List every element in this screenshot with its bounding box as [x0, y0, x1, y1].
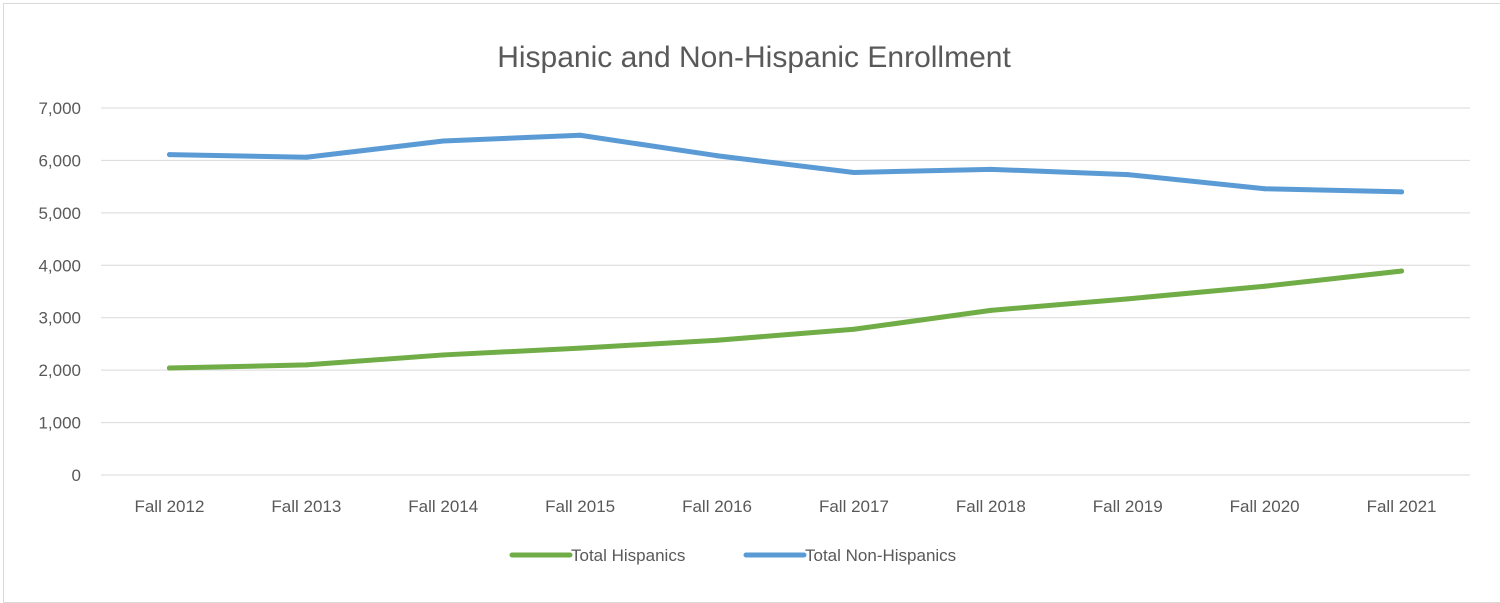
data-point	[851, 326, 857, 332]
y-tick-label: 0	[72, 466, 81, 485]
x-tick-label: Fall 2012	[134, 497, 204, 516]
data-point	[714, 153, 720, 159]
y-tick-label: 2,000	[38, 361, 81, 380]
legend-item: Total Non-Hispanics	[743, 546, 956, 565]
data-point	[714, 337, 720, 343]
series-line-non-hispanics	[166, 132, 1405, 195]
chart-frame: Hispanic and Non-Hispanic Enrollment 0 1,…	[3, 3, 1500, 603]
data-point	[1125, 296, 1131, 302]
data-point	[303, 362, 309, 368]
data-point	[577, 345, 583, 351]
x-tick-label: Fall 2016	[682, 497, 752, 516]
x-tick-label: Fall 2013	[271, 497, 341, 516]
data-point	[440, 138, 446, 144]
series-line-hispanics	[166, 268, 1405, 371]
x-axis-ticks: Fall 2012 Fall 2013 Fall 2014 Fall 2015 Fall…	[134, 497, 1436, 516]
x-tick-label: Fall 2019	[1093, 497, 1163, 516]
x-tick-label: Fall 2014	[408, 497, 478, 516]
y-tick-label: 4,000	[38, 256, 81, 275]
data-point	[851, 169, 857, 175]
x-tick-label: Fall 2021	[1367, 497, 1437, 516]
y-axis-ticks: 0 1,000 2,000 3,000 4,000 5,000 6,000 7,000	[38, 99, 81, 485]
data-point	[988, 166, 994, 172]
data-point	[988, 307, 994, 313]
data-point	[166, 152, 172, 158]
legend-item: Total Hispanics	[509, 546, 685, 565]
chart-title: Hispanic and Non-Hispanic Enrollment	[497, 41, 1011, 74]
x-tick-label: Fall 2017	[819, 497, 889, 516]
data-point	[1399, 189, 1405, 195]
data-point	[166, 365, 172, 371]
data-point	[577, 132, 583, 138]
y-tick-label: 5,000	[38, 204, 81, 223]
data-point	[440, 352, 446, 358]
data-point	[1262, 283, 1268, 289]
x-tick-label: Fall 2018	[956, 497, 1026, 516]
data-point	[1262, 186, 1268, 192]
y-tick-label: 7,000	[38, 99, 81, 118]
y-tick-label: 3,000	[38, 309, 81, 328]
gridlines	[101, 107, 1470, 476]
legend: Total Hispanics Total Non-Hispanics	[509, 546, 956, 565]
series-lines	[166, 132, 1405, 371]
line-chart: Hispanic and Non-Hispanic Enrollment 0 1,…	[38, 41, 1470, 565]
y-tick-label: 1,000	[38, 414, 81, 433]
legend-label: Total Hispanics	[571, 546, 685, 565]
x-tick-label: Fall 2015	[545, 497, 615, 516]
data-point	[303, 154, 309, 160]
x-tick-label: Fall 2020	[1230, 497, 1300, 516]
legend-label: Total Non-Hispanics	[805, 546, 956, 565]
data-point	[1399, 268, 1405, 274]
data-point	[1125, 172, 1131, 178]
y-tick-label: 6,000	[38, 151, 81, 170]
